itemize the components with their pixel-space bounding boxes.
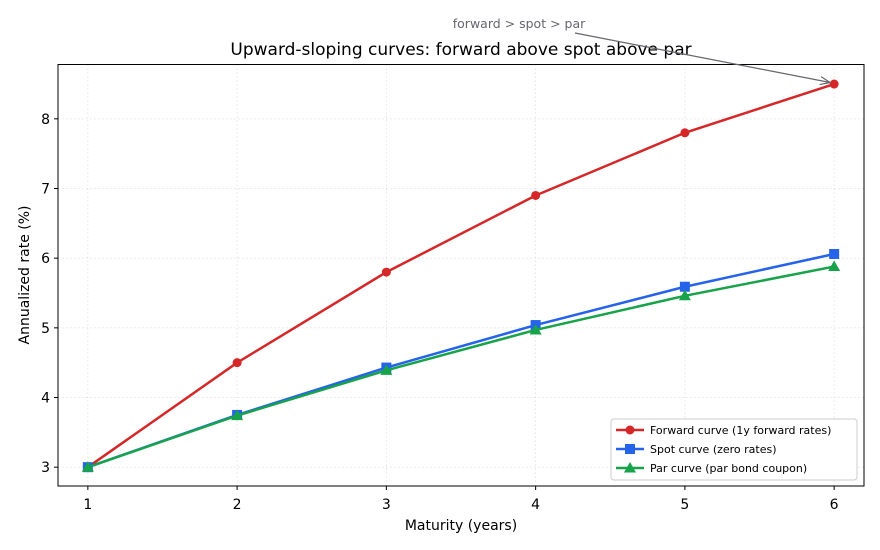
y-tick-label: 4 [41,391,50,407]
legend-swatch-marker [625,444,635,454]
data-point [232,358,242,368]
data-point [829,79,839,89]
series-triangle [81,260,841,472]
y-axis-label: Annualized rate (%) [17,206,33,345]
x-tick-label: 5 [680,497,689,513]
data-point [81,461,94,472]
legend-label: Forward curve (1y forward rates) [650,424,831,437]
data-point [680,128,690,138]
x-tick-label: 2 [233,497,242,513]
x-tick-label: 3 [382,497,391,513]
plot-area [57,64,865,487]
legend-label: Par curve (par bond coupon) [650,462,807,475]
annotation-arrow-line [574,32,831,84]
series-circle [83,79,839,472]
y-tick-label: 8 [41,112,50,128]
axes: 1 2 3 4 5 6 3 4 5 6 7 8 [41,112,839,513]
data-point [531,190,541,200]
data-point [529,323,542,335]
series-line [87,82,835,469]
x-axis-label: Maturity (years) [405,518,517,534]
chart-title: Upward-sloping curves: forward above spo… [230,40,691,60]
data-point [678,289,691,301]
y-tick-label: 7 [41,182,50,198]
series-layer [81,79,841,473]
data-point [829,249,840,260]
series-line [87,265,835,469]
legend-box [610,418,858,481]
legend-swatch-marker [625,425,635,435]
data-point [231,409,244,421]
legend-swatch-marker [624,462,636,473]
y-tick-label: 6 [41,251,50,267]
data-point [380,364,393,375]
x-tick-label: 4 [531,497,540,513]
annotation-text: forward > spot > par [453,16,586,31]
annotation-arrow-head [819,76,832,86]
data-point [381,267,391,277]
data-point [679,281,690,292]
annotation-layer: forward > spot > par [453,16,832,86]
legend: Forward curve (1y forward rates) Spot cur… [610,418,858,481]
legend-label: Spot curve (zero rates) [650,443,777,456]
data-point [828,260,841,272]
y-tick-label: 5 [41,321,50,337]
x-tick-label: 1 [83,497,92,513]
y-tick-label: 3 [41,460,50,476]
x-tick-label: 6 [830,497,839,513]
